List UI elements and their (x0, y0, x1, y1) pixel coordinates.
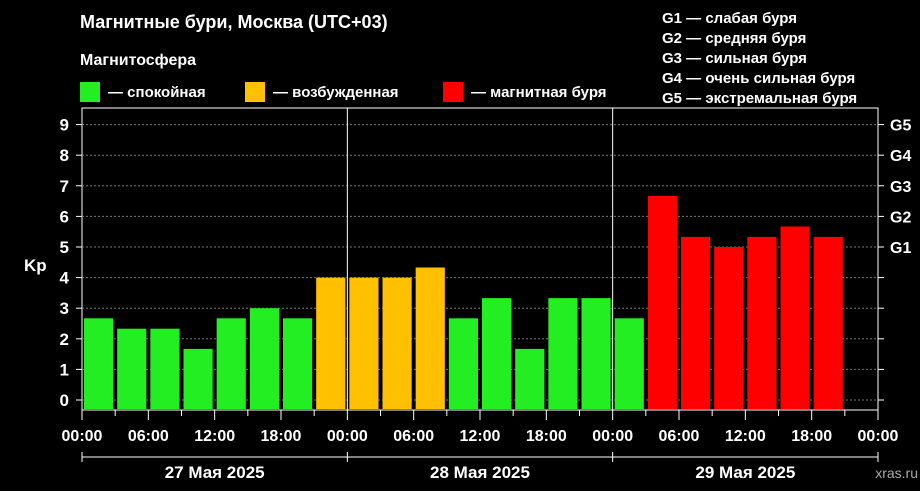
kp-bar (249, 308, 279, 409)
kp-bar (117, 328, 147, 409)
x-tick-label: 12:00 (194, 428, 235, 445)
y-tick-label: 4 (60, 269, 70, 288)
kp-bar (813, 236, 843, 409)
y-tick-label: 7 (60, 177, 69, 196)
y-tick-label: 1 (60, 360, 69, 379)
legend-title: Магнитосфера (80, 52, 197, 69)
kp-bar (84, 318, 114, 409)
g-legend-g2: G2 — средняя буря (662, 30, 807, 47)
y-tick-label: 2 (60, 330, 69, 349)
kp-bar (548, 298, 578, 409)
g-legend-g5: G5 — экстремальная буря (662, 90, 858, 107)
y-tick-label: 0 (60, 391, 69, 410)
g-level-label: G5 (890, 118, 911, 135)
kp-bar (614, 318, 644, 409)
y-tick-label: 5 (60, 238, 69, 257)
day-label: 29 Мая 2025 (695, 463, 795, 482)
kp-bar (482, 298, 512, 409)
chart-title: Магнитные бури, Москва (UTC+03) (80, 12, 388, 32)
legend-label-calm: — спокойная (108, 83, 206, 101)
legend-label-excited: — возбужденная (273, 83, 399, 101)
y-tick-label: 3 (60, 299, 69, 318)
x-tick-label: 18:00 (526, 428, 567, 445)
day-label: 28 Мая 2025 (430, 463, 530, 482)
x-tick-label: 18:00 (791, 428, 832, 445)
kp-bar (581, 298, 611, 409)
legend-item-storm: — магнитная буря (443, 82, 607, 102)
kp-bar (382, 277, 412, 409)
kp-bar (349, 277, 379, 409)
kp-bar (183, 348, 213, 409)
kp-bar (515, 348, 545, 409)
x-tick-label: 06:00 (393, 428, 434, 445)
legend-item-excited: — возбужденная (245, 82, 399, 102)
kp-bar (316, 277, 346, 409)
kp-bar (681, 236, 711, 409)
legend-swatch-calm (80, 82, 100, 102)
source-credit: xras.ru (875, 465, 918, 481)
x-tick-label: 00:00 (62, 428, 103, 445)
x-tick-label: 00:00 (592, 428, 633, 445)
g-level-label: G1 (890, 240, 911, 257)
x-tick-label: 06:00 (659, 428, 700, 445)
g-level-label: G2 (890, 209, 911, 226)
legend-item-calm: — спокойная (80, 82, 206, 102)
y-tick-label: 6 (60, 207, 69, 226)
y-tick-label: 9 (60, 116, 69, 135)
g-level-label: G4 (890, 148, 911, 165)
g-legend-g1: G1 — слабая буря (662, 10, 798, 27)
x-tick-label: 00:00 (327, 428, 368, 445)
kp-bar (714, 247, 744, 409)
x-tick-label: 06:00 (128, 428, 169, 445)
x-tick-label: 12:00 (725, 428, 766, 445)
kp-bar (647, 195, 677, 409)
g-scale-legend: G1 — слабая буря G2 — средняя буря G3 — … (662, 9, 857, 109)
legend-swatch-storm (443, 82, 463, 102)
kp-bar (283, 318, 313, 409)
y-tick-label: 8 (60, 146, 69, 165)
kp-bar (216, 318, 246, 409)
kp-bar (448, 318, 478, 409)
y-axis-label: Kp (24, 256, 47, 275)
day-label: 27 Мая 2025 (165, 463, 265, 482)
x-tick-label: 12:00 (460, 428, 501, 445)
g-legend-g3: G3 — сильная буря (662, 50, 807, 67)
x-tick-label: 18:00 (261, 428, 302, 445)
legend-swatch-excited (245, 82, 265, 102)
kp-bar (415, 267, 445, 409)
kp-bar (150, 328, 180, 409)
g-legend-g4: G4 — очень сильная буря (662, 70, 856, 87)
kp-bar (747, 236, 777, 409)
legend-label-storm: — магнитная буря (471, 83, 607, 101)
g-level-label: G3 (890, 179, 911, 196)
x-tick-label: 00:00 (858, 428, 899, 445)
kp-bar (780, 226, 810, 409)
